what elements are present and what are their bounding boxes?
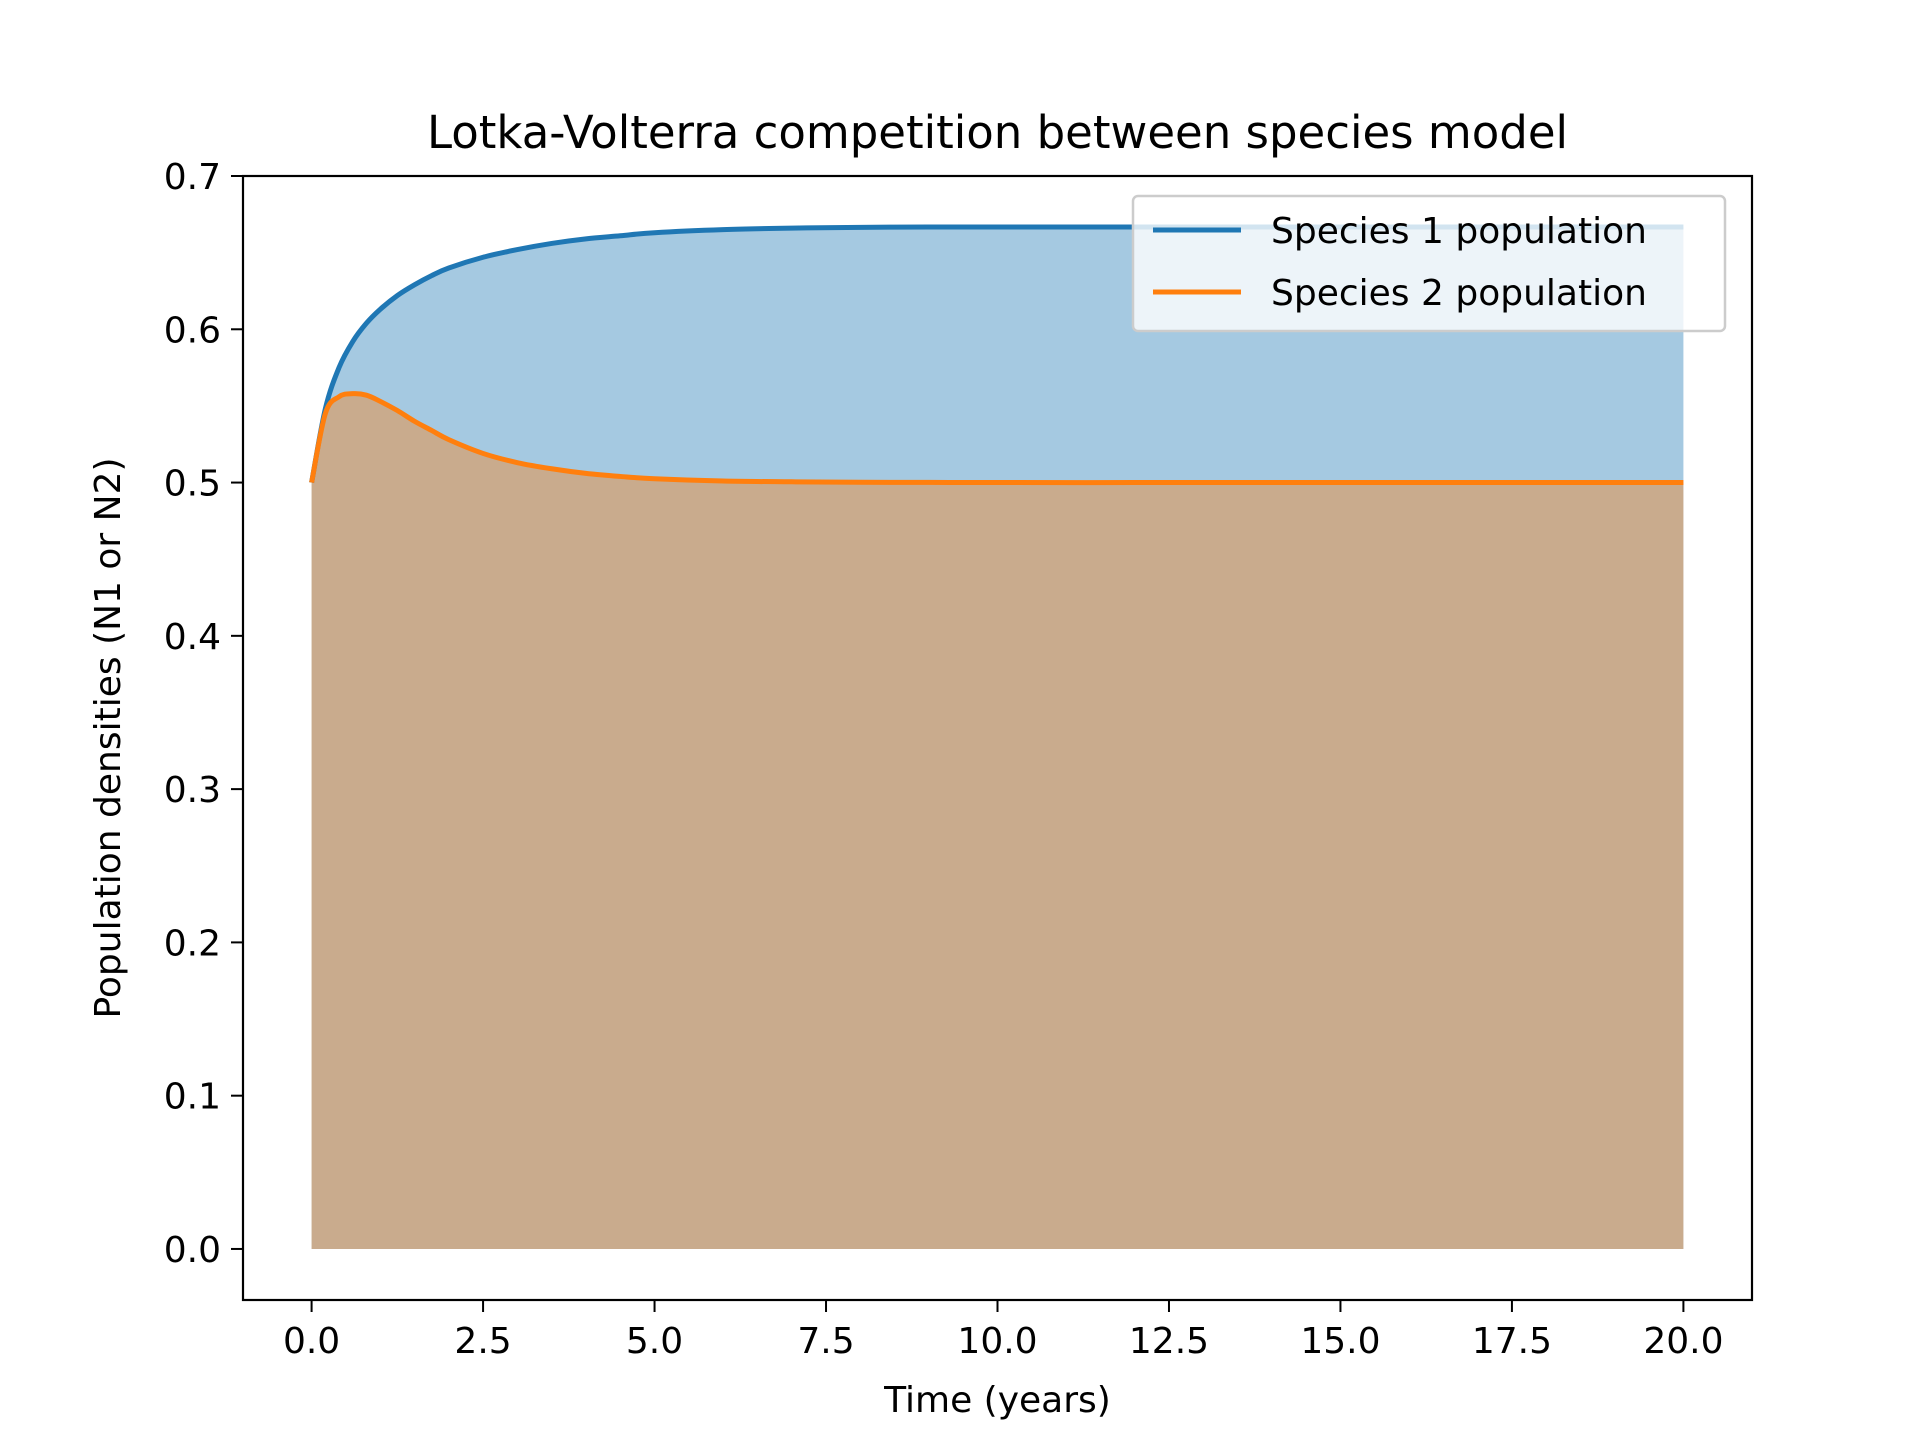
y-tick-label: 0.7 bbox=[164, 157, 221, 198]
y-tick-label: 0.1 bbox=[164, 1077, 221, 1118]
x-tick-label: 2.5 bbox=[454, 1321, 511, 1362]
x-axis-title: Time (years) bbox=[883, 1380, 1111, 1421]
x-tick-label: 17.5 bbox=[1472, 1321, 1552, 1362]
y-axis: 0.0 0.1 0.2 0.3 0.4 0.5 0.6 0.7 bbox=[164, 157, 243, 1271]
legend-box bbox=[1131, 194, 1727, 333]
x-axis: 0.0 2.5 5.0 7.5 10.0 12.5 15.0 17.5 20.0 bbox=[283, 1300, 1723, 1362]
legend: Species 1 population Species 2 populatio… bbox=[1131, 194, 1727, 333]
y-tick-label: 0.6 bbox=[164, 310, 221, 351]
y-tick-label: 0.2 bbox=[164, 923, 221, 964]
y-tick-label: 0.5 bbox=[164, 464, 221, 505]
area-fill-series-2 bbox=[311, 393, 1684, 1249]
x-tick-label: 12.5 bbox=[1129, 1321, 1209, 1362]
x-tick-label: 20.0 bbox=[1643, 1321, 1723, 1362]
series-line-2 bbox=[309, 391, 1684, 486]
y-tick-label: 0.3 bbox=[164, 770, 221, 811]
x-tick-label: 0.0 bbox=[283, 1321, 340, 1362]
legend-label-species-1: Species 1 population bbox=[1271, 211, 1647, 252]
area-fills bbox=[311, 227, 1684, 1249]
y-tick-label: 0.4 bbox=[164, 617, 221, 658]
x-tick-label: 10.0 bbox=[957, 1321, 1037, 1362]
chart-title: Lotka-Volterra competition between speci… bbox=[427, 106, 1568, 159]
x-tick-label: 15.0 bbox=[1300, 1321, 1380, 1362]
legend-label-species-2: Species 2 population bbox=[1271, 273, 1647, 314]
y-axis-title: Population densities (N1 or N2) bbox=[88, 457, 129, 1018]
x-tick-label: 7.5 bbox=[797, 1321, 854, 1362]
y-tick-label: 0.0 bbox=[164, 1230, 221, 1271]
x-tick-label: 5.0 bbox=[626, 1321, 683, 1362]
